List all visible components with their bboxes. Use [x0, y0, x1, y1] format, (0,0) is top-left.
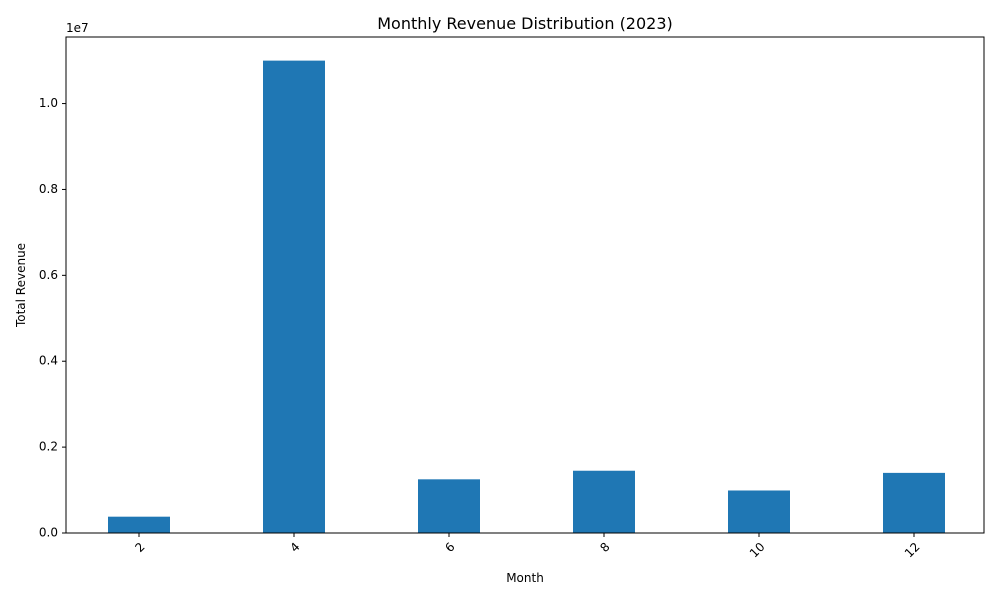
bar-month-4 [263, 60, 325, 533]
x-tick-label: 2 [132, 540, 147, 555]
y-tick-label: 0.4 [39, 354, 58, 368]
x-tick-label: 12 [902, 540, 923, 561]
y-tick-label: 0.0 [39, 526, 58, 540]
y-tick-label: 0.6 [39, 268, 58, 282]
x-tick-label: 4 [287, 540, 302, 555]
bars-group [108, 60, 945, 533]
y-tick-label: 0.2 [39, 440, 58, 454]
y-axis-label: Total Revenue [14, 243, 28, 328]
bar-month-2 [108, 516, 170, 533]
bar-month-10 [728, 490, 790, 533]
bar-month-6 [418, 479, 480, 533]
x-tick-label: 6 [442, 540, 457, 555]
y-ticks-group: 0.0 0.2 0.4 0.6 0.8 1.0 [39, 96, 66, 540]
x-axis-label: Month [506, 571, 544, 585]
x-tick-label: 8 [597, 540, 612, 555]
y-axis-offset-label: 1e7 [66, 21, 89, 35]
x-ticks-group: 2 4 6 8 10 12 [132, 533, 923, 561]
chart-title: Monthly Revenue Distribution (2023) [377, 14, 673, 33]
plot-frame [65, 36, 985, 534]
y-tick-label: 1.0 [39, 96, 58, 110]
bar-month-12 [883, 472, 945, 533]
bar-month-8 [573, 470, 635, 533]
y-tick-label: 0.8 [39, 182, 58, 196]
x-tick-label: 10 [747, 540, 768, 561]
